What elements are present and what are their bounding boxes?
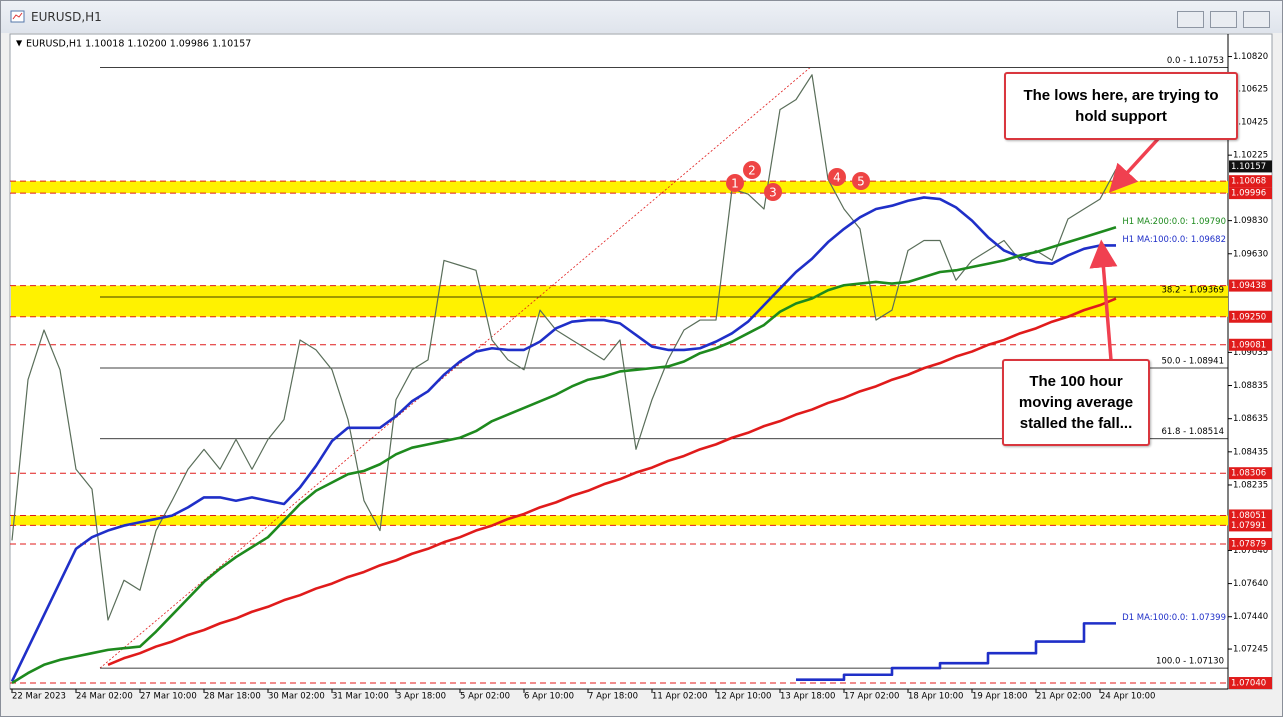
series-line: [11, 226, 1117, 685]
price-box: [1229, 310, 1272, 323]
marker-label: 5: [857, 175, 865, 189]
header-arrow: ▼: [16, 39, 23, 48]
x-tick-label: 24 Apr 10:00: [1100, 692, 1155, 702]
y-tick-label: 1.10425: [1233, 118, 1268, 128]
series-line: [107, 297, 1117, 666]
marker-circle: [726, 174, 744, 192]
fib-label: 38.2 - 1.09369: [1161, 286, 1224, 296]
callout: The lows here, are trying to hold suppor…: [1004, 72, 1238, 140]
price-box: [1229, 187, 1272, 200]
minimize-button[interactable]: [1177, 11, 1204, 28]
price-box-label: 1.10157: [1231, 162, 1266, 172]
marker-label: 3: [769, 186, 777, 200]
x-tick-label: 13 Apr 18:00: [780, 692, 835, 702]
ma-label: H1 MA:100:0.0: 1.09682: [1122, 235, 1226, 245]
x-tick-label: 21 Apr 02:00: [1036, 692, 1091, 702]
x-tick-label: 28 Mar 18:00: [204, 692, 261, 702]
marker-circle: [852, 172, 870, 190]
arrows: [1089, 137, 1160, 361]
y-tick-label: 1.08835: [1233, 381, 1268, 391]
price-box-label: 1.08306: [1231, 469, 1266, 479]
x-tick-label: 27 Mar 10:00: [140, 692, 197, 702]
callout: The 100 hour moving average stalled the …: [1002, 359, 1150, 446]
price-box-label: 1.08051: [1231, 511, 1266, 521]
x-tick-label: 12 Apr 10:00: [716, 692, 771, 702]
y-tick-label: 1.07640: [1233, 579, 1268, 589]
price-box-label: 1.07991: [1231, 521, 1266, 531]
price-box: [1229, 537, 1272, 550]
series-line: [11, 74, 1117, 621]
y-tick-label: 1.09830: [1233, 216, 1268, 226]
fib-label: 50.0 - 1.08941: [1161, 356, 1224, 366]
price-box-label: 1.09250: [1231, 312, 1266, 322]
maximize-button[interactable]: [1210, 11, 1237, 28]
price-box: [1229, 338, 1272, 351]
x-tick-label: 30 Mar 02:00: [268, 692, 325, 702]
x-tick-label: 31 Mar 10:00: [332, 692, 389, 702]
price-box-label: 1.07040: [1231, 679, 1266, 689]
price-box: [1229, 519, 1272, 532]
y-tick-label: 1.10225: [1233, 151, 1268, 161]
x-tick-label: 18 Apr 10:00: [908, 692, 963, 702]
window-icon: [10, 10, 25, 23]
x-tick-label: 22 Mar 2023: [12, 692, 66, 702]
price-box: [1229, 175, 1272, 188]
price-box: [1229, 509, 1272, 522]
y-tick-label: 1.08235: [1233, 480, 1268, 490]
support-zone: [11, 181, 1228, 194]
x-tick-label: 7 Apr 18:00: [588, 692, 638, 702]
y-tick-label: 1.07245: [1233, 645, 1268, 655]
price-box-label: 1.07879: [1231, 539, 1266, 549]
price-box-label: 1.09996: [1231, 189, 1266, 199]
ma-label: H1 MA:200:0.0: 1.09790: [1122, 217, 1226, 227]
ma-label: D1 MA:100:0.0: 1.07399: [1122, 613, 1226, 623]
fib-label: 0.0 - 1.10753: [1167, 56, 1224, 66]
fib-label: 61.8 - 1.08514: [1161, 427, 1224, 437]
y-tick-label: 1.08635: [1233, 414, 1268, 424]
y-tick-label: 1.07840: [1233, 546, 1268, 556]
x-tick-label: 5 Apr 02:00: [460, 692, 510, 702]
support-zone: [11, 285, 1228, 317]
arrow: [1089, 239, 1118, 361]
y-tick-label: 1.07440: [1233, 612, 1268, 622]
x-tick-label: 11 Apr 02:00: [652, 692, 707, 702]
arrow: [1108, 137, 1160, 193]
x-tick-label: 3 Apr 18:00: [396, 692, 446, 702]
title-bar: EURUSD,H1: [1, 1, 1282, 33]
y-tick-label: 1.09035: [1233, 348, 1268, 358]
y-tick-label: 1.10820: [1233, 52, 1268, 62]
series-line: [796, 622, 1116, 682]
price-box-label: 1.09438: [1231, 281, 1266, 291]
marker-circle: [828, 168, 846, 186]
marker-circle: [764, 183, 782, 201]
x-tick-label: 24 Mar 02:00: [76, 692, 133, 702]
marker-label: 1: [731, 177, 739, 191]
fib-label: 100.0 - 1.07130: [1156, 657, 1224, 667]
series-line: [10, 196, 1116, 682]
x-tick-label: 17 Apr 02:00: [844, 692, 899, 702]
chart-header: EURUSD,H1 1.10018 1.10200 1.09986 1.1015…: [26, 39, 251, 50]
y-tick-label: 1.09630: [1233, 249, 1268, 259]
marker-label: 2: [748, 164, 756, 178]
marker-label: 4: [833, 171, 841, 185]
y-tick-label: 1.08435: [1233, 447, 1268, 457]
marker-circle: [743, 161, 761, 179]
price-box: [1229, 677, 1272, 690]
x-tick-label: 6 Apr 10:00: [524, 692, 574, 702]
price-box: [1229, 467, 1272, 480]
price-box: [1229, 160, 1272, 173]
close-button[interactable]: [1243, 11, 1270, 28]
price-box: [1229, 279, 1272, 292]
y-tick-label: 1.10625: [1233, 84, 1268, 94]
window-title: EURUSD,H1: [31, 10, 102, 24]
support-zone: [11, 515, 1228, 526]
x-tick-label: 19 Apr 18:00: [972, 692, 1027, 702]
price-box-label: 1.09081: [1231, 340, 1266, 350]
price-box-label: 1.10068: [1231, 177, 1266, 187]
